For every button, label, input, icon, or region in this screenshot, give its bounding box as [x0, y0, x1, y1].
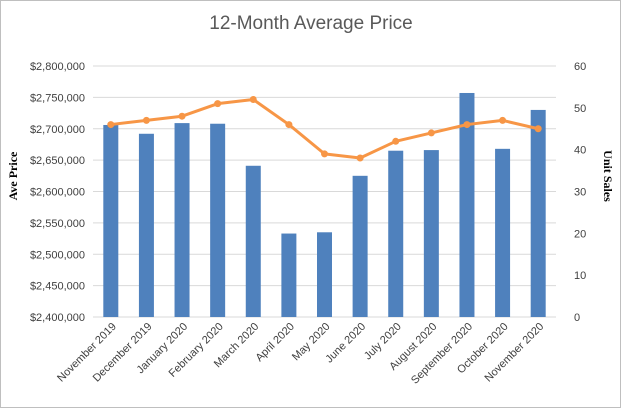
line-point	[285, 121, 293, 129]
y-tick-label: $2,800,000	[30, 61, 85, 73]
line-point	[356, 154, 364, 162]
bar	[317, 232, 332, 317]
y-tick-label: $2,750,000	[30, 92, 85, 104]
line-series	[107, 95, 542, 162]
line-point	[499, 116, 507, 124]
bar	[138, 133, 154, 317]
bar	[245, 165, 261, 317]
x-tick-label: September 2020	[409, 321, 475, 387]
line-point	[427, 129, 435, 137]
line-point	[214, 100, 222, 108]
left-axis-title: Ave Price	[6, 151, 20, 200]
gridlines	[93, 65, 556, 318]
bar	[459, 92, 475, 317]
right-axis-ticks: 0 10 20 30 40 50 60	[574, 61, 586, 324]
bar	[530, 109, 546, 317]
bar	[495, 148, 511, 317]
y2-tick-label: 40	[574, 145, 586, 157]
bar	[210, 123, 226, 317]
bar	[174, 123, 190, 317]
y2-tick-label: 60	[574, 61, 586, 73]
y2-tick-label: 50	[574, 103, 586, 115]
line-point	[107, 121, 115, 129]
y-tick-label: $2,700,000	[30, 124, 85, 136]
bar	[388, 150, 404, 317]
y-tick-label: $2,600,000	[30, 187, 85, 199]
bar	[103, 124, 119, 317]
y-tick-label: $2,500,000	[30, 249, 85, 261]
bar-series	[103, 92, 546, 317]
line-point	[534, 125, 542, 133]
y2-tick-label: 0	[574, 312, 580, 324]
right-axis-title: Unit Sales	[601, 150, 615, 202]
chart-title: 12-Month Average Price	[209, 13, 413, 34]
left-axis-ticks: $2,400,000 $2,450,000 $2,500,000 $2,550,000…	[30, 61, 85, 324]
bar	[423, 150, 439, 317]
y2-tick-label: 20	[574, 228, 586, 240]
y2-tick-label: 30	[574, 187, 586, 199]
line-point	[321, 150, 328, 158]
x-tick-label: April 2020	[253, 321, 297, 365]
y-tick-label: $2,450,000	[30, 281, 85, 293]
bar	[352, 175, 368, 317]
y-tick-label: $2,550,000	[30, 218, 85, 230]
y2-tick-label: 10	[574, 270, 586, 282]
line-point	[178, 112, 186, 120]
line-point	[142, 116, 150, 124]
line-point	[463, 121, 471, 129]
x-tick-label: November 2019	[55, 321, 119, 385]
line-point	[392, 137, 400, 145]
bar	[281, 233, 297, 317]
line-point	[249, 95, 257, 103]
y-tick-label: $2,400,000	[30, 312, 85, 324]
y-tick-label: $2,650,000	[30, 155, 85, 167]
